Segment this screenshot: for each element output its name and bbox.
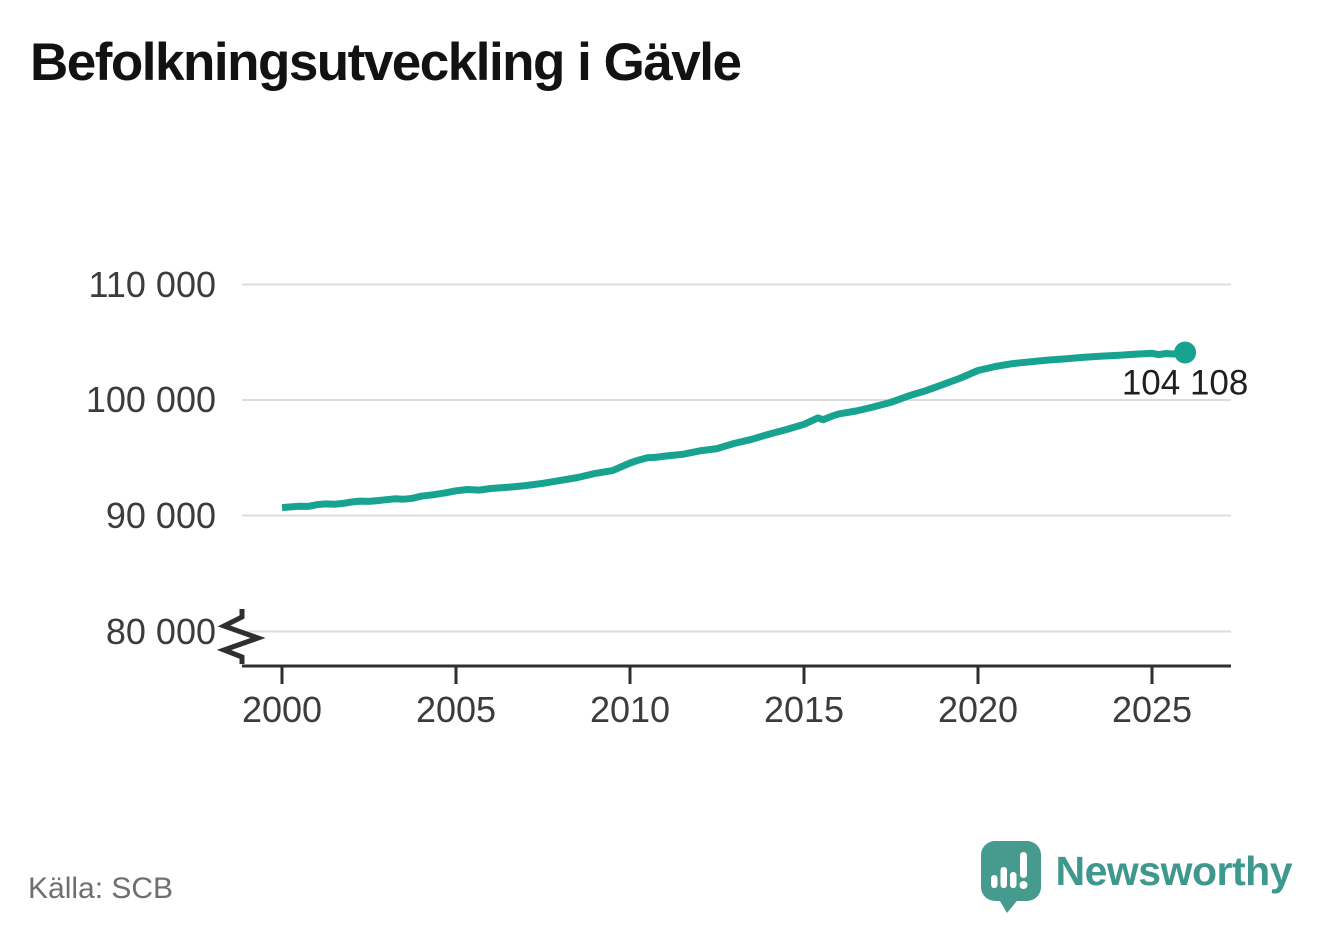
chart-title: Befolkningsutveckling i Gävle [30, 33, 742, 92]
x-tick-label: 2010 [590, 689, 670, 730]
y-tick-label: 80 000 [106, 611, 216, 652]
x-tick-label: 2005 [416, 689, 496, 730]
x-tick-label: 2020 [938, 689, 1018, 730]
endpoint-marker [1174, 341, 1197, 364]
endpoint-value-label: 104 108 [1122, 364, 1249, 403]
y-tick-label: 110 000 [89, 264, 216, 305]
population-series-line [281, 349, 1186, 512]
y-axis-labels: 110 000 100 000 90 000 80 000 [86, 264, 216, 652]
source-note: Källa: SCB [28, 872, 174, 905]
newsworthy-logo-icon [980, 841, 1041, 913]
y-tick-label: 100 000 [86, 379, 216, 420]
x-axis: 2000 2005 2010 2015 2020 2025 [216, 609, 1231, 730]
gridlines [242, 283, 1231, 633]
axis-break-zigzag [216, 609, 266, 664]
y-tick-label: 90 000 [106, 495, 216, 536]
newsworthy-logo-text: Newsworthy [1055, 848, 1293, 894]
x-tick-label: 2000 [242, 689, 322, 730]
x-tick-label: 2015 [764, 689, 844, 730]
newsworthy-logo: Newsworthy [980, 840, 1293, 914]
x-tick-label: 2025 [1112, 689, 1192, 730]
